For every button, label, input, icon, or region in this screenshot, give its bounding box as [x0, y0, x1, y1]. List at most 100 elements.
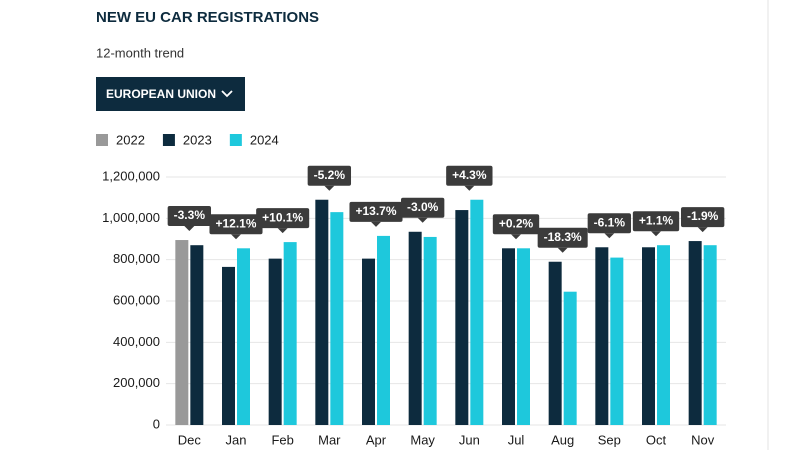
annotation-box	[349, 201, 403, 222]
change-annotation: -5.2%	[307, 165, 352, 191]
annotation-pointer	[277, 228, 288, 234]
x-tick-label: Mar	[318, 432, 341, 447]
annotation-label: -6.1%	[594, 215, 626, 229]
bar	[517, 248, 530, 425]
bar	[688, 241, 702, 425]
annotation-label: +1.1%	[639, 213, 674, 227]
bar	[423, 236, 437, 425]
bar	[408, 231, 422, 425]
x-tick-label: Nov	[691, 432, 715, 447]
legend-swatch	[229, 134, 242, 146]
annotation-box	[307, 165, 352, 186]
annotation-box	[632, 211, 680, 232]
annotation-box	[400, 197, 445, 218]
legend-swatch	[96, 134, 108, 146]
dropdown-label: EUROPEAN UNION	[106, 87, 216, 101]
annotation-box	[167, 206, 212, 227]
change-annotation: -3.3%	[167, 206, 212, 232]
dropdown-button[interactable]	[96, 77, 245, 111]
bar	[595, 247, 609, 425]
annotation-pointer	[231, 234, 241, 240]
annotation-box	[587, 213, 632, 234]
y-tick-label: 400,000	[113, 334, 160, 349]
bar	[563, 291, 577, 425]
annotation-label: -1.9%	[687, 209, 719, 223]
annotation-pointer	[651, 231, 661, 237]
legend-label: 2023	[183, 132, 212, 147]
annotation-label: -5.2%	[314, 168, 346, 182]
annotation-label: -3.0%	[407, 200, 439, 214]
x-tick-label: Sep	[598, 432, 621, 447]
chart-subtitle: 12-month trend	[96, 45, 184, 60]
bar	[237, 248, 250, 425]
annotation-label: +10.1%	[262, 210, 303, 224]
bar	[642, 247, 655, 425]
x-tick-label: Feb	[271, 432, 293, 447]
y-tick-label: 1,200,000	[102, 168, 160, 183]
annotation-box	[446, 165, 493, 186]
legend-swatch	[162, 134, 175, 146]
change-annotation: +1.1%	[632, 211, 680, 237]
x-tick-label: Apr	[366, 432, 387, 447]
annotation-pointer	[417, 217, 428, 223]
legend-label: 2024	[250, 132, 279, 147]
change-annotation: +10.1%	[256, 208, 310, 234]
x-tick-label: May	[410, 432, 435, 447]
bar	[283, 242, 297, 425]
region-dropdown[interactable]: EUROPEAN UNION	[96, 77, 245, 111]
change-annotation: +4.3%	[446, 165, 493, 191]
bar	[362, 258, 375, 425]
annotation-box	[256, 208, 310, 229]
x-tick-label: Jan	[226, 432, 247, 447]
annotation-box	[680, 207, 725, 228]
change-annotation: -1.9%	[680, 207, 725, 233]
x-tick-label: Jun	[459, 432, 480, 447]
bar	[548, 261, 562, 425]
x-tick-label: Oct	[646, 432, 667, 447]
x-tick-label: Aug	[551, 432, 574, 447]
change-annotation: -3.0%	[400, 197, 445, 223]
annotation-label: +12.1%	[215, 216, 256, 230]
y-tick-label: 200,000	[113, 375, 160, 390]
bar	[657, 245, 670, 425]
y-tick-label: 800,000	[113, 251, 160, 266]
annotation-label: +0.2%	[499, 216, 534, 230]
annotation-pointer	[184, 226, 195, 232]
bar	[315, 199, 329, 425]
bar	[455, 210, 469, 425]
bar	[222, 266, 235, 425]
annotation-label: +4.3%	[452, 168, 487, 182]
annotation-pointer	[697, 227, 708, 233]
change-annotation: +13.7%	[349, 201, 403, 227]
change-annotation: -6.1%	[587, 213, 632, 239]
bar	[703, 245, 717, 425]
bar	[502, 248, 515, 425]
change-annotation: +0.2%	[492, 214, 540, 240]
bar	[190, 245, 204, 425]
annotation-pointer	[371, 221, 381, 227]
y-tick-label: 600,000	[113, 292, 160, 307]
annotation-pointer	[464, 185, 475, 191]
x-tick-label: Jul	[508, 432, 525, 447]
y-tick-label: 1,000,000	[102, 210, 160, 225]
annotation-label: +13.7%	[355, 204, 396, 218]
bar	[377, 235, 390, 425]
annotation-pointer	[511, 234, 521, 240]
annotation-box	[492, 214, 540, 235]
legend-label: 2022	[116, 132, 145, 147]
change-annotation: -18.3%	[537, 227, 588, 253]
y-tick-label: 0	[153, 416, 160, 431]
annotation-box	[209, 214, 263, 235]
annotation-pointer	[604, 233, 615, 239]
chevron	[221, 90, 233, 98]
annotation-label: -18.3%	[544, 230, 582, 244]
annotation-pointer	[324, 185, 335, 191]
annotation-pointer	[557, 247, 568, 253]
bar	[175, 240, 189, 425]
chart-title: NEW EU CAR REGISTRATIONS	[96, 9, 319, 26]
bar	[268, 258, 282, 425]
x-tick-label: Dec	[178, 432, 202, 447]
bar	[610, 257, 624, 425]
